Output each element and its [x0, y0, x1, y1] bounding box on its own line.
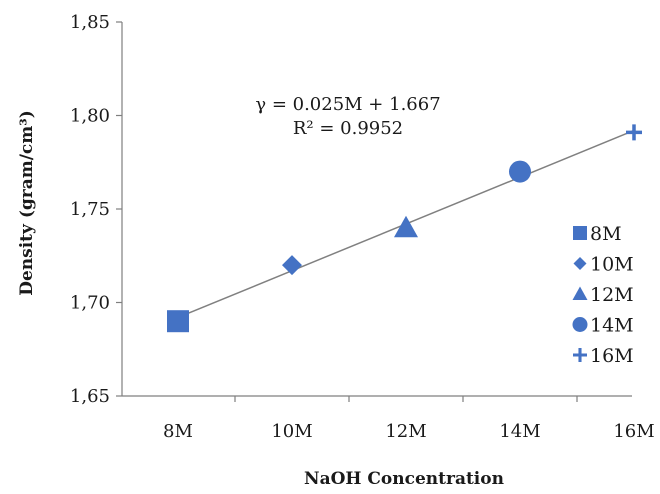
legend-label: 8M [590, 223, 622, 245]
x-axis-title: NaOH Concentration [304, 469, 504, 489]
x-tick-label: 8M [163, 421, 193, 442]
legend-label: 10M [590, 254, 634, 276]
y-tick-label: 1,80 [70, 106, 110, 127]
y-tick-label: 1,85 [70, 12, 110, 33]
legend-label: 14M [590, 315, 634, 337]
y-axis-title: Density (gram/cm³) [17, 110, 37, 296]
legend: 8M 10M 12M 14M 16M [572, 223, 634, 367]
data-point-10m-diamond [282, 255, 302, 276]
trendline-r-squared: R² = 0.9952 [293, 118, 403, 139]
data-point-16m-plus [626, 124, 642, 141]
legend-marker-plus [573, 348, 587, 362]
trendline-equation: γ = 0.025M + 1.667 [255, 94, 440, 115]
legend-marker-circle [572, 317, 588, 332]
data-point-14m-circle [509, 160, 531, 183]
data-point-12m-triangle [394, 215, 418, 238]
x-tick-label: 12M [385, 421, 426, 442]
legend-marker-triangle [572, 286, 588, 300]
legend-marker-square [573, 226, 587, 240]
x-tick-label: 10M [271, 421, 312, 442]
axes [116, 21, 632, 402]
legend-marker-diamond [573, 257, 587, 270]
legend-label: 12M [590, 284, 634, 306]
tick-labels: 1,65 1,70 1,75 1,80 1,85 8M 10M 12M 14M 16M [70, 12, 655, 442]
x-tick-label: 16M [613, 421, 654, 442]
y-tick-label: 1,65 [70, 386, 110, 407]
y-tick-label: 1,70 [70, 293, 110, 314]
legend-label: 16M [590, 345, 634, 367]
data-point-8m-square [167, 310, 189, 333]
data-points [167, 124, 642, 333]
y-tick-label: 1,75 [70, 199, 110, 220]
x-tick-label: 14M [499, 421, 540, 442]
